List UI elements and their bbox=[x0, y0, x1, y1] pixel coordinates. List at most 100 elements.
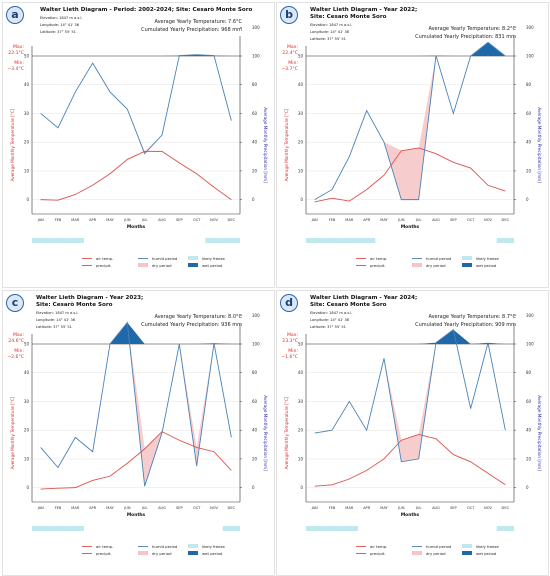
right-tick-label: 80 bbox=[526, 370, 532, 375]
freeze-cell bbox=[222, 238, 240, 243]
chart-panel-c: Walter Lieth Diagram - Year 2023; Site: C… bbox=[2, 290, 275, 576]
min-label: Min: bbox=[288, 60, 298, 66]
station-elevation: Elevation: 1847 m a.s.l. bbox=[310, 23, 352, 27]
right-tick-label: 300 bbox=[526, 25, 534, 30]
precipitation-line bbox=[40, 54, 232, 155]
max-label: Max: bbox=[287, 44, 298, 50]
right-tick-label: 0 bbox=[526, 197, 529, 202]
right-tick-label: 300 bbox=[252, 25, 260, 30]
legend-label-freeze: likely freeze bbox=[476, 256, 499, 261]
left-tick-label: 20 bbox=[24, 428, 30, 433]
right-tick-label: 80 bbox=[252, 370, 258, 375]
right-tick-label: 20 bbox=[252, 456, 258, 461]
station-elevation: Elevation: 1847 m a.s.l. bbox=[310, 311, 352, 315]
chart-title-line1: Walter Lieth Diagram - Year 2022; bbox=[310, 7, 417, 13]
month-tick-label: JUL bbox=[415, 218, 422, 222]
y-axis-label-right: Average Monthly Precipitation [mm] bbox=[263, 107, 268, 183]
left-tick-label: 30 bbox=[24, 399, 30, 404]
temperature-line bbox=[314, 434, 506, 487]
freeze-cell bbox=[32, 238, 50, 243]
legend-swatch-freeze bbox=[188, 544, 198, 548]
left-tick-label: 10 bbox=[298, 168, 304, 173]
panel-frame bbox=[2, 290, 275, 576]
chart-svg: Walter Lieth Diagram - Period: 2002-2024… bbox=[2, 2, 275, 288]
month-tick-label: MAR bbox=[71, 218, 80, 222]
max-value: 22.1°C bbox=[8, 50, 24, 56]
y-axis-label-right: Average Monthly Precipitation [mm] bbox=[537, 395, 542, 471]
month-tick-label: MAR bbox=[345, 218, 354, 222]
station-elevation: Elevation: 1847 m a.s.l. bbox=[36, 311, 78, 315]
freeze-cell bbox=[306, 238, 324, 243]
dry-period-area bbox=[384, 55, 436, 200]
freeze-cell bbox=[358, 238, 376, 243]
cum-precip-text: Cumulated Yearly Precipitation: 909 mm bbox=[415, 322, 516, 328]
month-tick-label: JAN bbox=[37, 506, 44, 510]
right-tick-label: 20 bbox=[252, 168, 258, 173]
freeze-cell bbox=[323, 526, 341, 531]
right-tick-label: 300 bbox=[526, 313, 534, 318]
station-longitude: Longitude: 14° 41' 36 bbox=[310, 30, 350, 34]
legend-label-wet: wet period bbox=[202, 551, 223, 556]
chart-svg: Walter Lieth Diagram - Year 2024;Site: C… bbox=[276, 290, 549, 576]
station-longitude: Longitude: 14° 41' 36 bbox=[36, 318, 76, 322]
chart-panel-a: Walter Lieth Diagram - Period: 2002-2024… bbox=[2, 2, 275, 288]
chart-panel-b: Walter Lieth Diagram - Year 2022; Site: C… bbox=[276, 2, 549, 288]
legend-label-dry: dry period bbox=[426, 263, 446, 268]
avg-temp-text: Average Yearly Temperature: 8.7°C bbox=[428, 314, 516, 320]
freeze-cell bbox=[66, 526, 84, 531]
temperature-line bbox=[40, 431, 232, 490]
legend-swatch-freeze bbox=[188, 256, 198, 260]
chart-title-line1: Walter Lieth Diagram - Year 2023; bbox=[36, 295, 143, 301]
panel-label-badge: d bbox=[280, 294, 298, 312]
month-tick-label: FEB bbox=[55, 506, 62, 510]
right-tick-label: 0 bbox=[252, 197, 255, 202]
left-tick-label: 0 bbox=[300, 197, 303, 202]
right-tick-label: 60 bbox=[252, 111, 258, 116]
left-tick-label: 10 bbox=[24, 168, 30, 173]
freeze-cell bbox=[340, 238, 358, 243]
freeze-cell bbox=[205, 238, 223, 243]
max-label: Max: bbox=[13, 44, 24, 50]
avg-temp-text: Average Yearly Temperature: 8.0°C bbox=[154, 314, 242, 320]
left-tick-label: 20 bbox=[24, 140, 30, 145]
panel-frame bbox=[2, 2, 275, 288]
right-tick-label: 100 bbox=[526, 342, 534, 347]
legend-label-humid: humid period bbox=[426, 256, 452, 261]
month-tick-label: JAN bbox=[311, 506, 318, 510]
y-axis-label-right: Average Monthly Precipitation [mm] bbox=[537, 107, 542, 183]
left-tick-label: 50 bbox=[24, 54, 30, 59]
x-axis-label: Months bbox=[401, 512, 420, 518]
month-tick-label: MAR bbox=[71, 506, 80, 510]
month-tick-label: AUG bbox=[432, 218, 440, 222]
month-tick-label: SEP bbox=[176, 218, 184, 222]
legend-label-wet: wet period bbox=[476, 551, 497, 556]
precipitation-line bbox=[314, 328, 506, 463]
month-tick-label: JAN bbox=[37, 218, 44, 222]
panel-label-badge: c bbox=[6, 294, 24, 312]
legend-label-precip: precipit. bbox=[96, 263, 112, 268]
right-tick-label: 100 bbox=[526, 54, 534, 59]
left-tick-label: 40 bbox=[298, 82, 304, 87]
legend-label-wet: wet period bbox=[202, 263, 223, 268]
cum-precip-text: Cumulated Yearly Precipitation: 968 mm bbox=[141, 27, 242, 33]
month-tick-label: FEB bbox=[329, 218, 336, 222]
legend-label-humid: humid period bbox=[152, 256, 178, 261]
chart-svg: Walter Lieth Diagram - Year 2023;Site: C… bbox=[2, 290, 275, 576]
month-tick-label: JAN bbox=[311, 218, 318, 222]
legend-label-humid: humid period bbox=[152, 544, 178, 549]
month-tick-label: SEP bbox=[450, 506, 458, 510]
station-latitude: Latitude: 37° 55' 51 bbox=[310, 325, 346, 329]
month-tick-label: FEB bbox=[329, 506, 336, 510]
chart-panel-d: Walter Lieth Diagram - Year 2024; Site: C… bbox=[276, 290, 549, 576]
legend-swatch-wet bbox=[188, 551, 198, 555]
right-tick-label: 60 bbox=[252, 399, 258, 404]
right-tick-label: 80 bbox=[526, 82, 532, 87]
cum-precip-text: Cumulated Yearly Precipitation: 936 mm bbox=[141, 322, 242, 328]
legend-swatch-wet bbox=[462, 551, 472, 555]
y-axis-label-right: Average Monthly Precipitation [mm] bbox=[263, 395, 268, 471]
y-axis-label-left: Average Monthly Temperature [°C] bbox=[10, 108, 15, 181]
freeze-cell bbox=[340, 526, 358, 531]
month-tick-label: OCT bbox=[467, 506, 475, 510]
left-tick-label: 20 bbox=[298, 140, 304, 145]
y-axis-label-left: Average Monthly Temperature [°C] bbox=[284, 396, 289, 469]
